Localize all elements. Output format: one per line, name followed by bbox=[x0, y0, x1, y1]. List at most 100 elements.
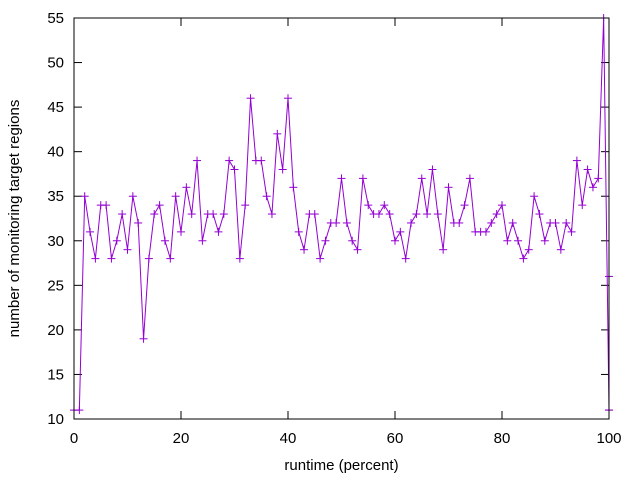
y-tick-label: 30 bbox=[47, 233, 64, 250]
data-point bbox=[508, 218, 517, 227]
data-point bbox=[530, 192, 539, 201]
data-point bbox=[278, 165, 287, 174]
data-point bbox=[134, 218, 143, 227]
y-tick-label: 10 bbox=[47, 411, 64, 428]
data-point bbox=[396, 227, 405, 236]
data-point bbox=[102, 201, 111, 210]
data-point bbox=[337, 174, 346, 183]
data-point bbox=[588, 183, 597, 192]
data-point bbox=[273, 129, 282, 138]
data-point bbox=[535, 210, 544, 219]
data-point bbox=[230, 165, 239, 174]
x-tick-label: 100 bbox=[596, 430, 621, 447]
data-point bbox=[219, 210, 228, 219]
data-point bbox=[107, 254, 116, 263]
data-point bbox=[428, 165, 437, 174]
y-tick-label: 20 bbox=[47, 322, 64, 339]
data-point bbox=[198, 236, 207, 245]
data-point bbox=[481, 227, 490, 236]
data-point bbox=[139, 334, 148, 343]
data-point bbox=[342, 218, 351, 227]
data-point bbox=[75, 406, 84, 415]
data-point bbox=[187, 210, 196, 219]
data-point bbox=[316, 254, 325, 263]
data-point bbox=[235, 254, 244, 263]
data-point bbox=[492, 210, 501, 219]
data-point bbox=[551, 218, 560, 227]
x-tick-label: 0 bbox=[70, 430, 78, 447]
y-tick-label: 55 bbox=[47, 10, 64, 27]
data-point bbox=[177, 227, 185, 236]
data-point bbox=[524, 245, 533, 254]
data-point bbox=[193, 156, 202, 165]
data-point bbox=[144, 254, 153, 263]
data-point bbox=[503, 236, 512, 245]
y-axis-title: number of monitoring target regions bbox=[6, 100, 23, 338]
data-point bbox=[332, 218, 341, 227]
data-point bbox=[391, 236, 399, 245]
plot-frame bbox=[73, 17, 610, 420]
data-point bbox=[86, 227, 95, 236]
data-point bbox=[225, 156, 234, 165]
data-point bbox=[444, 183, 453, 192]
data-point bbox=[567, 227, 576, 236]
data-point bbox=[401, 254, 410, 263]
data-point bbox=[498, 201, 506, 210]
y-tick-label: 40 bbox=[47, 144, 64, 161]
data-point bbox=[112, 236, 121, 245]
x-tick-label: 80 bbox=[494, 430, 511, 447]
series-layer bbox=[70, 14, 613, 415]
data-point bbox=[155, 201, 164, 210]
data-point bbox=[556, 245, 565, 254]
data-point bbox=[572, 156, 581, 165]
data-point bbox=[364, 201, 373, 210]
data-point bbox=[423, 210, 432, 219]
data-point bbox=[123, 245, 132, 254]
x-tick-label: 60 bbox=[387, 430, 404, 447]
x-tick-label: 20 bbox=[173, 430, 190, 447]
data-point bbox=[380, 201, 389, 210]
x-axis-title: runtime (percent) bbox=[284, 457, 398, 474]
data-point bbox=[128, 192, 137, 201]
data-point bbox=[439, 245, 448, 254]
data-point bbox=[412, 210, 421, 219]
data-point bbox=[182, 183, 191, 192]
y-tick-label: 45 bbox=[47, 99, 64, 116]
data-point bbox=[150, 210, 159, 219]
data-point bbox=[519, 254, 528, 263]
data-point bbox=[267, 210, 276, 219]
data-point bbox=[284, 94, 292, 103]
x-tick-label: 40 bbox=[280, 430, 297, 447]
y-tick-label: 35 bbox=[47, 188, 64, 205]
data-point bbox=[321, 236, 330, 245]
data-point bbox=[465, 174, 474, 183]
data-point bbox=[385, 210, 394, 219]
data-point bbox=[91, 254, 100, 263]
data-point bbox=[540, 236, 549, 245]
data-point bbox=[374, 210, 383, 219]
data-point bbox=[209, 210, 218, 219]
data-point bbox=[160, 236, 169, 245]
data-point bbox=[358, 174, 367, 183]
data-point bbox=[310, 210, 319, 219]
data-point bbox=[455, 218, 464, 227]
data-point bbox=[171, 192, 180, 201]
data-point bbox=[460, 201, 469, 210]
data-point bbox=[487, 218, 496, 227]
data-point bbox=[583, 165, 592, 174]
data-point bbox=[353, 245, 362, 254]
data-point bbox=[262, 192, 271, 201]
data-point bbox=[80, 192, 89, 201]
data-point bbox=[433, 210, 442, 219]
data-point bbox=[562, 218, 571, 227]
data-point bbox=[348, 236, 357, 245]
y-tick-label: 15 bbox=[47, 366, 64, 383]
ticks-layer: 0 20 40 60 80 100 10 15 20 25 30 35 40 45 50 55 bbox=[47, 10, 621, 447]
data-point bbox=[289, 183, 298, 192]
data-point bbox=[594, 174, 603, 183]
data-point bbox=[214, 227, 223, 236]
data-point bbox=[417, 174, 426, 183]
